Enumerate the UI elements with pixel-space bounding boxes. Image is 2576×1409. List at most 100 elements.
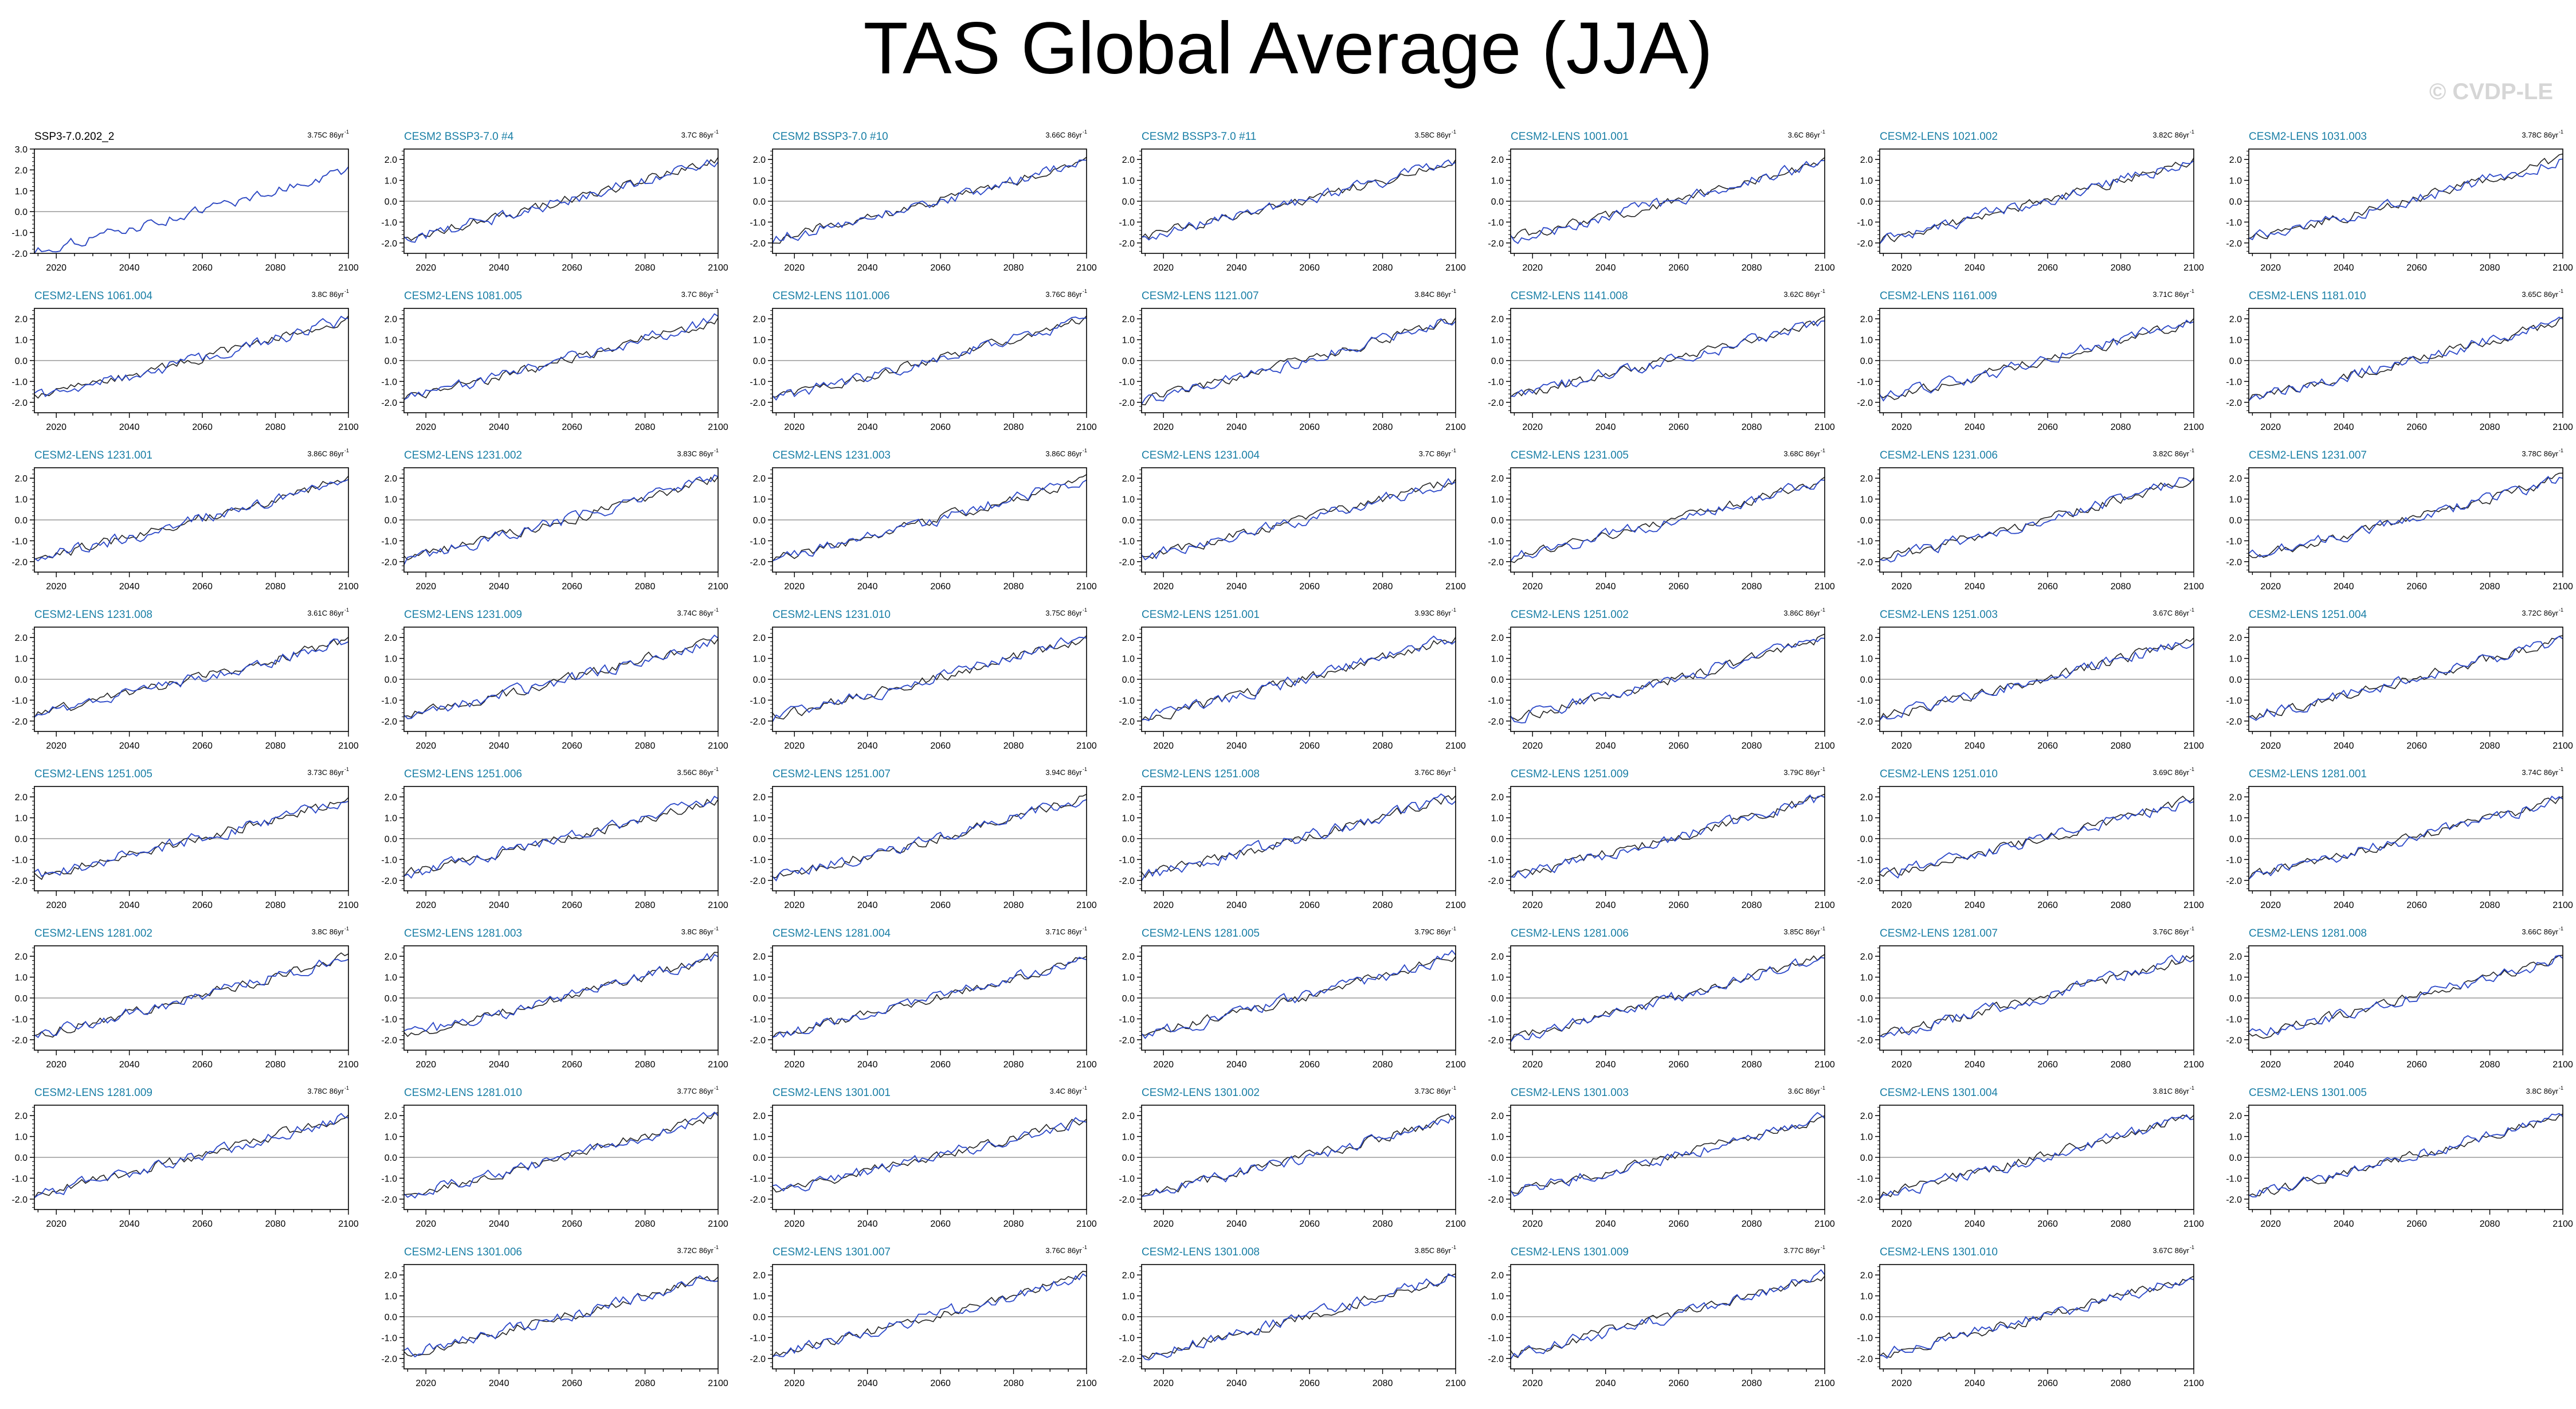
x-tick-label: 2060	[930, 901, 951, 910]
x-tick-label: 2080	[2480, 263, 2500, 273]
y-tick-label: 0.0	[385, 357, 397, 366]
y-tick-label: -1.0	[2226, 1015, 2242, 1024]
x-tick-label: 2040	[1595, 422, 1616, 432]
y-tick-label: 1.0	[1122, 973, 1135, 983]
y-tick-label: -2.0	[750, 876, 766, 886]
panel-title: CESM2-LENS 1231.002	[404, 449, 522, 461]
y-tick-label: 0.0	[1122, 675, 1135, 685]
series-line-observed	[1879, 318, 2194, 400]
trend-exponent: -1	[344, 607, 349, 613]
x-tick-label: 2080	[2480, 582, 2500, 592]
y-tick-label: -2.0	[1857, 717, 1873, 727]
x-tick-label: 2020	[2260, 422, 2281, 432]
trend-exponent: -1	[2190, 607, 2194, 613]
x-tick-label: 2100	[2183, 1379, 2204, 1388]
panel: CESM2-LENS 1281.010 3.77C 86yr -1 2.0 1.0 0.0…	[381, 1085, 728, 1229]
x-tick-label: 2060	[2037, 1379, 2058, 1388]
y-tick-label: 1.0	[385, 1133, 397, 1142]
x-tick-label: 2080	[1742, 263, 1762, 273]
panel-title: CESM2-LENS 1301.001	[773, 1087, 891, 1099]
y-tick-label: 0.0	[1122, 1313, 1135, 1322]
y-tick-label: 0.0	[1122, 1153, 1135, 1163]
trend-label: 3.58C 86yr	[1414, 131, 1451, 139]
series-line-model	[34, 166, 349, 254]
y-tick-label: 2.0	[1122, 315, 1135, 324]
y-tick-label: 2.0	[1491, 1111, 1504, 1121]
x-tick-label: 2080	[2111, 1379, 2131, 1388]
trend-label: 3.4C 86yr	[1050, 1087, 1083, 1095]
y-tick-label: 2.0	[753, 793, 766, 803]
y-tick-label: 0.0	[753, 835, 766, 844]
trend-exponent: -1	[714, 1085, 719, 1091]
y-tick-label: 1.0	[385, 814, 397, 824]
x-tick-label: 2100	[2183, 1060, 2204, 1070]
y-tick-label: -1.0	[750, 537, 766, 546]
trend-exponent: -1	[344, 129, 349, 135]
y-tick-label: -1.0	[11, 696, 28, 706]
y-tick-label: -2.0	[1119, 717, 1135, 727]
trend-exponent: -1	[2559, 288, 2563, 294]
y-tick-label: 2.0	[2229, 633, 2242, 643]
y-tick-label: 1.0	[1860, 495, 1873, 505]
panel-title: CESM2 BSSP3-7.0 #11	[1142, 131, 1256, 143]
x-tick-label: 2060	[1668, 741, 1689, 751]
y-tick-label: 0.0	[2229, 994, 2242, 1004]
series-line-model	[1141, 159, 1456, 241]
x-tick-label: 2040	[2334, 1219, 2354, 1229]
y-tick-label: -1.0	[381, 377, 397, 387]
x-tick-label: 2080	[2480, 901, 2500, 910]
panel-title: CESM2-LENS 1251.010	[1880, 768, 1998, 780]
x-tick-label: 2100	[338, 582, 359, 592]
x-tick-label: 2040	[2334, 741, 2354, 751]
x-tick-label: 2020	[784, 582, 805, 592]
x-tick-label: 2060	[192, 1060, 213, 1070]
y-tick-label: 0.0	[15, 1153, 28, 1163]
y-tick-label: 2.0	[2229, 474, 2242, 484]
panel-title: CESM2-LENS 1301.004	[1880, 1087, 1998, 1099]
x-tick-label: 2100	[1076, 901, 1097, 910]
y-tick-label: 0.0	[385, 1153, 397, 1163]
series-line-model	[34, 479, 349, 562]
panel: CESM2-LENS 1301.005 3.8C 86yr -1 2.0 1.0 0.0 -…	[2226, 1085, 2573, 1229]
series-line-observed	[403, 799, 719, 877]
y-tick-label: 1.0	[2229, 495, 2242, 505]
x-tick-label: 2020	[1522, 901, 1543, 910]
trend-exponent: -1	[1452, 926, 1456, 931]
series-line-model	[1141, 1114, 1456, 1197]
panel-title: CESM2-LENS 1081.005	[404, 290, 522, 302]
x-tick-label: 2060	[562, 1060, 582, 1070]
y-tick-label: 1.0	[2229, 973, 2242, 983]
x-tick-label: 2060	[1299, 1379, 1320, 1388]
series-line-model	[1879, 954, 2194, 1038]
y-tick-label: 2.0	[1860, 793, 1873, 803]
y-tick-label: 0.0	[1491, 835, 1504, 844]
x-tick-label: 2060	[1668, 1379, 1689, 1388]
trend-exponent: -1	[714, 288, 719, 294]
x-tick-label: 2060	[562, 1219, 582, 1229]
y-tick-label: -2.0	[11, 1036, 28, 1046]
panel-title: CESM2 BSSP3-7.0 #10	[773, 131, 888, 143]
series-line-observed	[1141, 1113, 1456, 1197]
x-tick-label: 2040	[1965, 1379, 1985, 1388]
x-tick-label: 2020	[1891, 741, 1912, 751]
panel-title: CESM2-LENS 1301.005	[2249, 1087, 2367, 1099]
y-tick-label: 0.0	[1860, 357, 1873, 366]
y-tick-label: 2.0	[1122, 474, 1135, 484]
y-tick-label: -1.0	[1857, 1015, 1873, 1024]
x-tick-label: 2060	[2037, 422, 2058, 432]
series-line-model	[403, 1275, 719, 1358]
y-tick-label: 1.0	[753, 814, 766, 824]
y-tick-label: 0.0	[1860, 1153, 1873, 1163]
panel: CESM2-LENS 1301.003 3.6C 86yr -1 2.0 1.0 0.0 -…	[1488, 1085, 1834, 1229]
series-line-observed	[2248, 635, 2563, 720]
panel: CESM2-LENS 1281.003 3.8C 86yr -1 2.0 1.0 0.0 -…	[381, 926, 728, 1070]
y-tick-label: 2.0	[753, 1111, 766, 1121]
y-tick-label: 1.0	[15, 973, 28, 983]
panel: CESM2-LENS 1281.002 3.8C 86yr -1 2.0 1.0 0.0 -…	[11, 926, 358, 1070]
y-tick-label: -2.0	[1488, 239, 1504, 249]
panel: CESM2-LENS 1301.006 3.72C 86yr -1 2.0 1.0 0.0…	[381, 1244, 728, 1388]
y-tick-label: -1.0	[11, 377, 28, 387]
series-line-observed	[1510, 476, 1825, 563]
y-tick-label: 0.0	[753, 197, 766, 207]
x-tick-label: 2060	[562, 1379, 582, 1388]
